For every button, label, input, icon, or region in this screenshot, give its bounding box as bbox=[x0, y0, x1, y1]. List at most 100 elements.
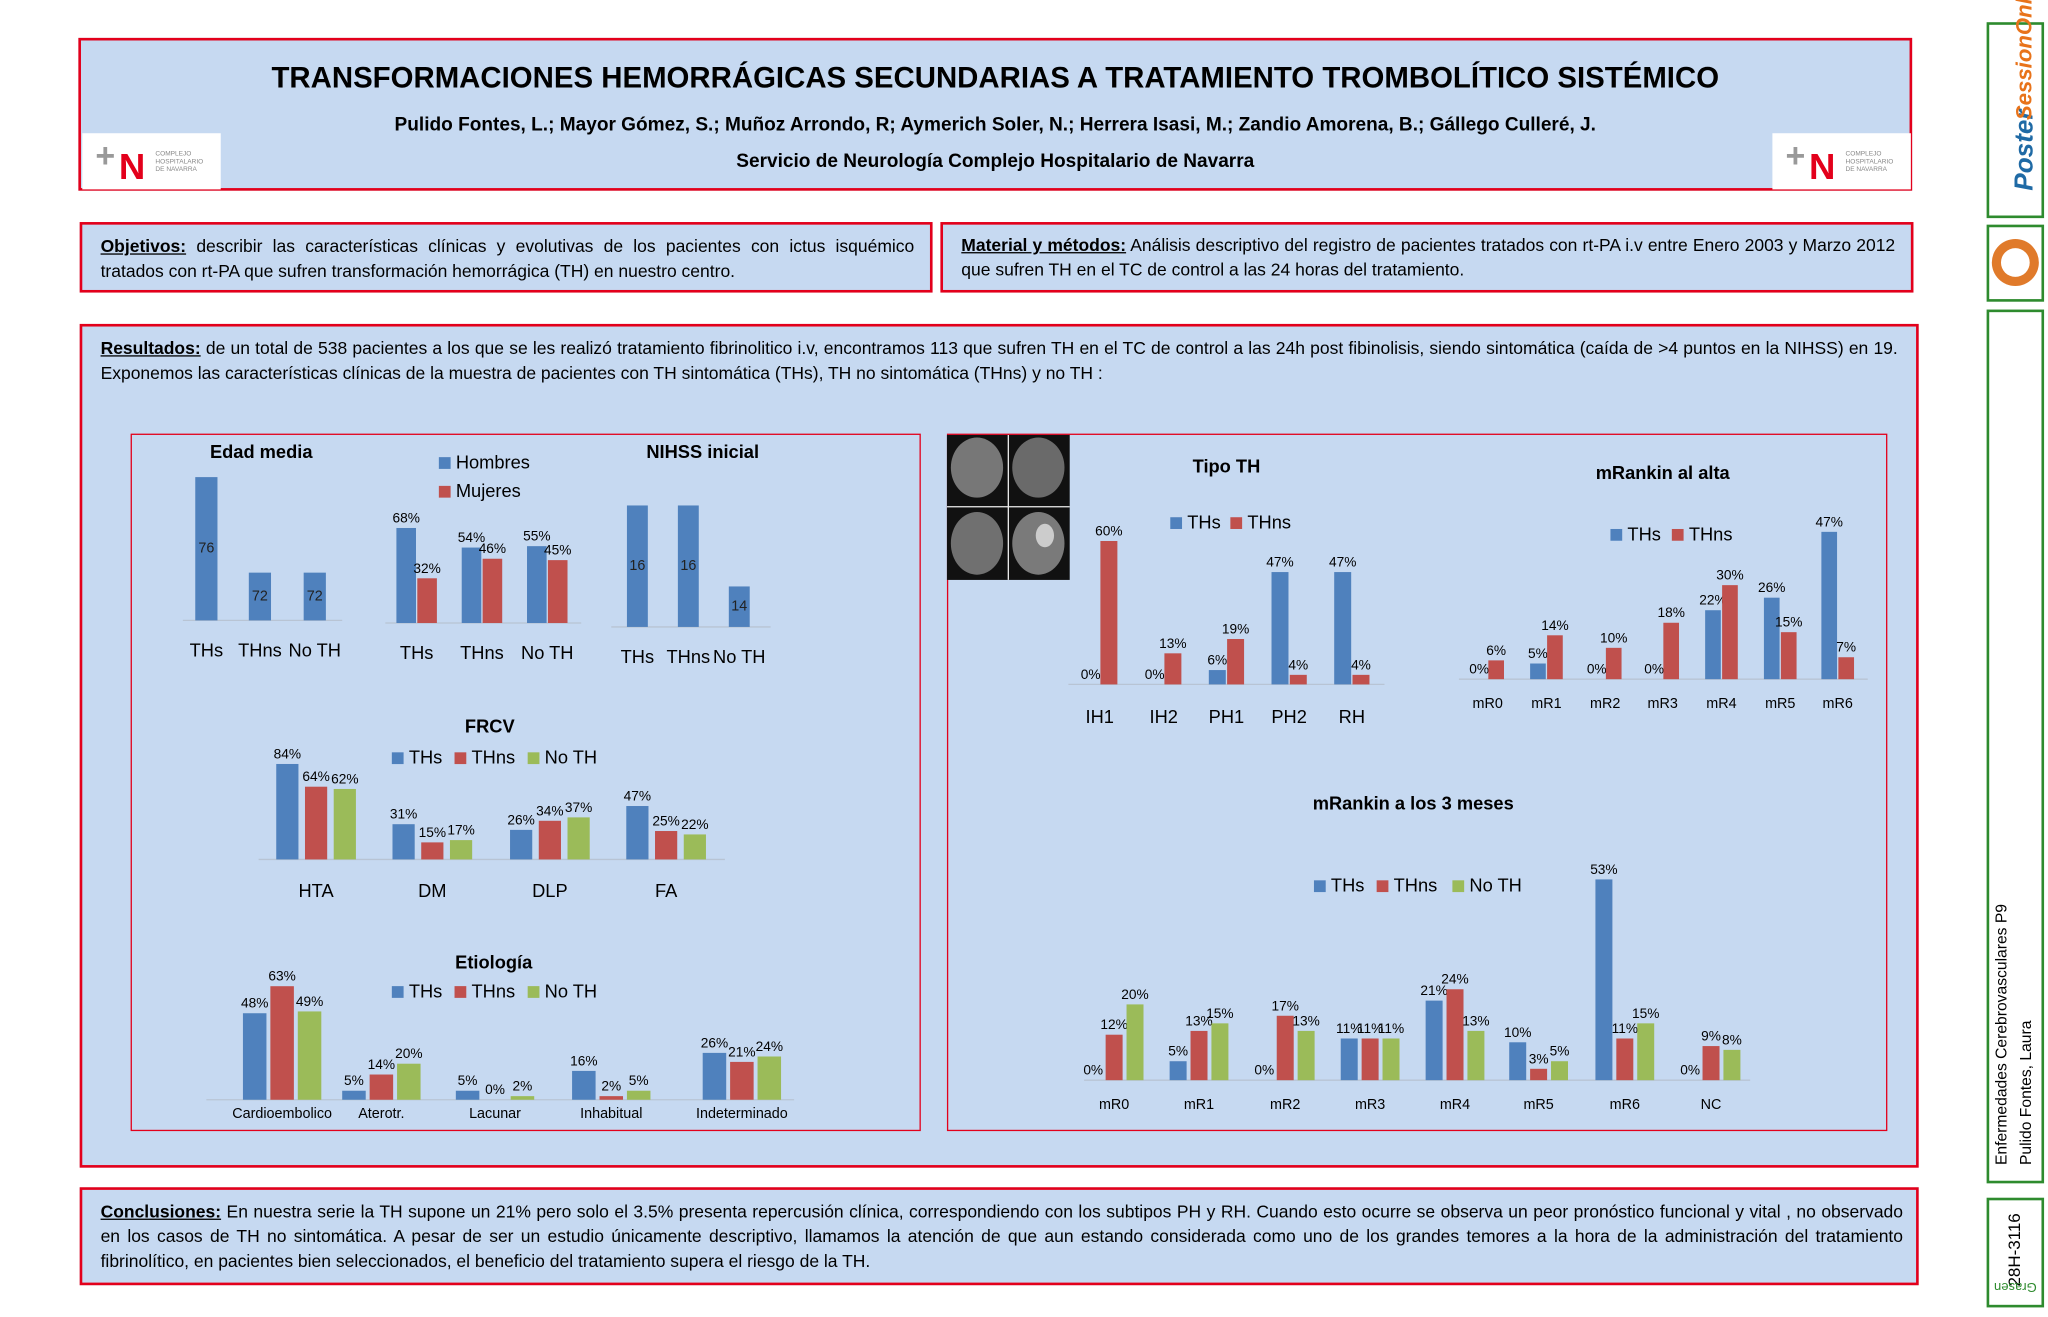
x-tick-label: mR0 bbox=[1473, 696, 1503, 712]
data-label: 13% bbox=[1159, 636, 1186, 651]
x-tick-label: NC bbox=[1701, 1097, 1722, 1113]
data-label: 0% bbox=[1644, 662, 1664, 677]
sidebar-code-box bbox=[1986, 1197, 2045, 1308]
legend-swatch bbox=[438, 485, 451, 498]
legend-label: No TH bbox=[1469, 875, 1521, 896]
chart-title: FRCV bbox=[465, 715, 516, 736]
data-label: 26% bbox=[701, 1035, 728, 1050]
data-label: 55% bbox=[523, 529, 550, 544]
section-text: de un total de 538 pacientes a los que s… bbox=[100, 338, 1898, 383]
objetivos: Objetivos: describir las características… bbox=[101, 234, 915, 284]
section-text: En nuestra serie la TH supone un 21% per… bbox=[100, 1201, 1904, 1271]
title: TRANSFORMACIONES HEMORRÁGICAS SECUNDARIA… bbox=[271, 61, 1720, 95]
bar bbox=[1551, 1061, 1568, 1081]
legend-swatch bbox=[391, 752, 404, 765]
data-label: 12% bbox=[1100, 1017, 1127, 1032]
x-tick-label: No TH bbox=[289, 640, 341, 661]
bar bbox=[1208, 670, 1226, 685]
bar bbox=[1530, 663, 1546, 680]
x-tick-label: mR5 bbox=[1523, 1097, 1553, 1113]
section-label: Objetivos: bbox=[100, 236, 187, 256]
sidebar-logo-box bbox=[1986, 22, 2045, 219]
data-label: 32% bbox=[413, 561, 440, 576]
data-label: 16 bbox=[680, 558, 696, 574]
legend-label: Hombres bbox=[456, 452, 530, 473]
data-label: 10% bbox=[1600, 630, 1627, 645]
legend-label: THs bbox=[1331, 875, 1364, 896]
legend-swatch bbox=[527, 986, 540, 998]
x-tick-label: mR6 bbox=[1823, 696, 1853, 712]
bar bbox=[1530, 1068, 1548, 1081]
data-label: 18% bbox=[1657, 605, 1684, 620]
bar bbox=[396, 527, 416, 624]
x-tick-label: THs bbox=[621, 646, 654, 667]
legend-swatch bbox=[1230, 517, 1243, 529]
data-label: 84% bbox=[274, 746, 301, 761]
data-label: 26% bbox=[507, 812, 534, 827]
data-label: 5% bbox=[1168, 1044, 1188, 1059]
bar bbox=[333, 788, 356, 860]
data-label: 72 bbox=[307, 588, 323, 604]
data-label: 63% bbox=[268, 969, 295, 984]
data-label: 13% bbox=[1292, 1013, 1319, 1028]
bar bbox=[248, 572, 272, 621]
data-label: 45% bbox=[544, 543, 571, 558]
bar bbox=[270, 986, 294, 1100]
bar bbox=[547, 560, 568, 624]
data-label: 16% bbox=[570, 1053, 597, 1068]
data-label: 21% bbox=[728, 1044, 755, 1059]
data-label: 47% bbox=[1266, 555, 1293, 570]
data-label: 24% bbox=[1441, 972, 1468, 987]
data-label: 4% bbox=[1288, 657, 1308, 672]
data-label: 0% bbox=[485, 1082, 505, 1097]
bar bbox=[1663, 622, 1680, 680]
data-label: 62% bbox=[331, 771, 358, 786]
data-label: 5% bbox=[1528, 646, 1548, 661]
x-tick-label: PH2 bbox=[1271, 706, 1307, 727]
data-label: 5% bbox=[1550, 1044, 1570, 1059]
bar bbox=[567, 817, 590, 860]
bar bbox=[572, 1070, 596, 1100]
conclusiones: Conclusiones: En nuestra serie la TH sup… bbox=[101, 1199, 1903, 1273]
resultados: Resultados: de un total de 538 pacientes… bbox=[101, 336, 1898, 386]
bar bbox=[626, 1090, 651, 1100]
ct-image bbox=[946, 434, 1070, 580]
legend-swatch bbox=[1610, 528, 1623, 541]
bar bbox=[1271, 572, 1289, 685]
data-label: 3% bbox=[1529, 1051, 1549, 1066]
legend-label: THs bbox=[409, 980, 442, 1001]
objetivos-box: Objetivos: describir las características… bbox=[79, 222, 933, 293]
data-label: 5% bbox=[629, 1073, 649, 1088]
data-label: 15% bbox=[1206, 1006, 1233, 1021]
x-tick-label: IH2 bbox=[1150, 706, 1178, 727]
bar bbox=[757, 1056, 782, 1100]
bar bbox=[455, 1090, 480, 1100]
bar bbox=[1340, 1038, 1358, 1081]
data-label: 47% bbox=[1329, 555, 1356, 570]
bar bbox=[1763, 597, 1780, 680]
data-label: 14% bbox=[368, 1057, 395, 1072]
material: Material y métodos: Análisis descriptivo… bbox=[961, 232, 1895, 282]
chart-title: mRankin a los 3 meses bbox=[1313, 792, 1514, 813]
data-label: 30% bbox=[1716, 568, 1743, 583]
legend-label: THs bbox=[1187, 512, 1220, 533]
x-tick-label: THs bbox=[400, 642, 433, 663]
x-tick-label: mR6 bbox=[1610, 1097, 1640, 1113]
legend-label: THs bbox=[409, 747, 442, 768]
bar bbox=[1838, 657, 1855, 680]
header-box: TRANSFORMACIONES HEMORRÁGICAS SECUNDARIA… bbox=[78, 37, 1913, 191]
x-tick-label: DM bbox=[418, 880, 446, 901]
material-box: Material y métodos: Análisis descriptivo… bbox=[940, 222, 1914, 293]
x-tick-label: mR3 bbox=[1355, 1097, 1385, 1113]
bar bbox=[1289, 674, 1307, 685]
x-tick-label: PH1 bbox=[1209, 706, 1245, 727]
bar bbox=[730, 1061, 754, 1100]
authors: Pulido Fontes, L.; Mayor Gómez, S.; Muño… bbox=[394, 114, 1596, 136]
chart-title: mRankin al alta bbox=[1596, 462, 1731, 483]
x-tick-label: THs bbox=[190, 640, 223, 661]
bar bbox=[304, 786, 328, 860]
data-label: 0% bbox=[1587, 662, 1607, 677]
chart-title: Edad media bbox=[210, 441, 313, 462]
x-tick-label: Lacunar bbox=[469, 1106, 521, 1122]
